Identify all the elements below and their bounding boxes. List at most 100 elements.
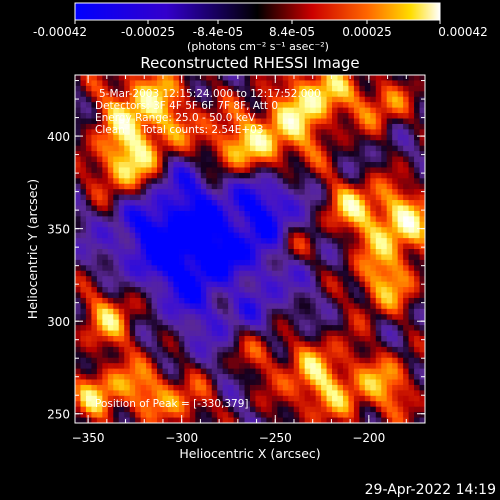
heatmap-cell (326, 210, 333, 217)
heatmap-cell (200, 308, 207, 315)
heatmap-cell (239, 216, 246, 223)
heatmap-cell (189, 249, 196, 256)
heatmap-cell (184, 85, 191, 92)
heatmap-cell (217, 363, 224, 370)
heatmap-cell (189, 123, 196, 130)
heatmap-cell (140, 384, 147, 391)
heatmap-cell (102, 249, 109, 256)
heatmap-cell (244, 156, 251, 163)
heatmap-cell (184, 308, 191, 315)
heatmap-cell (129, 75, 136, 82)
heatmap-cell (129, 336, 136, 343)
heatmap-cell (277, 194, 284, 201)
heatmap-cell (140, 325, 147, 332)
heatmap-cell (370, 341, 377, 348)
heatmap-cell (304, 134, 311, 141)
heatmap-cell (228, 156, 235, 163)
heatmap-cell (255, 276, 262, 283)
heatmap-cell (107, 210, 114, 217)
heatmap-cell (299, 303, 306, 310)
heatmap-cell (239, 96, 246, 103)
heatmap-cell (386, 134, 393, 141)
heatmap-cell (75, 395, 82, 402)
heatmap-cell (228, 91, 235, 98)
heatmap-cell (124, 363, 131, 370)
heatmap-cell (107, 276, 114, 283)
heatmap-cell (222, 336, 229, 343)
heatmap-cell (239, 406, 246, 413)
heatmap-cell (353, 216, 360, 223)
heatmap-cell (266, 412, 273, 419)
heatmap-cell (211, 189, 218, 196)
heatmap-cell (96, 102, 103, 109)
heatmap-cell (217, 243, 224, 250)
heatmap-cell (408, 270, 415, 277)
heatmap-cell (359, 379, 366, 386)
heatmap-cell (419, 172, 425, 179)
heatmap-cell (375, 156, 382, 163)
heatmap-cell (118, 341, 125, 348)
heatmap-cell (359, 259, 366, 266)
heatmap-cell (244, 151, 251, 158)
heatmap-cell (222, 200, 229, 207)
heatmap-cell (233, 325, 240, 332)
heatmap-cell (332, 178, 339, 185)
heatmap-cell (321, 395, 328, 402)
heatmap-cell (271, 281, 278, 288)
heatmap-cell (408, 325, 415, 332)
heatmap-cell (217, 336, 224, 343)
heatmap-cell (304, 145, 311, 152)
heatmap-cell (414, 80, 421, 87)
heatmap-cell (266, 134, 273, 141)
heatmap-cell (140, 205, 147, 212)
heatmap-cell (233, 390, 240, 397)
heatmap-cell (348, 303, 355, 310)
heatmap-cell (342, 297, 350, 304)
heatmap-cell (392, 129, 399, 136)
heatmap-cell (80, 325, 87, 332)
heatmap-cell (113, 368, 120, 375)
heatmap-cell (414, 200, 421, 207)
heatmap-cell (200, 118, 207, 125)
heatmap-cell (386, 249, 393, 256)
heatmap-cell (255, 145, 262, 152)
heatmap-cell (364, 172, 371, 179)
heatmap-cell (304, 140, 311, 147)
heatmap-cell (414, 287, 421, 294)
heatmap-cell (403, 406, 410, 413)
heatmap-cell (239, 390, 246, 397)
heatmap-cell (200, 417, 207, 423)
heatmap-cell (206, 221, 213, 228)
heatmap-cell (184, 379, 191, 386)
heatmap-cell (135, 167, 142, 174)
heatmap-cell (348, 227, 355, 234)
heatmap-cell (310, 303, 317, 310)
heatmap-cell (326, 249, 333, 256)
heatmap-cell (282, 123, 289, 130)
heatmap-cell (228, 210, 235, 217)
heatmap-cell (107, 91, 114, 98)
heatmap-cell (80, 292, 87, 299)
heatmap-cell (173, 140, 180, 147)
heatmap-cell (239, 167, 246, 174)
heatmap-cell (124, 249, 131, 256)
heatmap-cell (392, 341, 399, 348)
heatmap-cell (140, 80, 147, 87)
heatmap-cell (178, 96, 185, 103)
heatmap-cell (342, 254, 350, 261)
heatmap-cell (250, 183, 257, 190)
heatmap-cell (370, 129, 377, 136)
heatmap-cell (326, 368, 333, 375)
heatmap-cell (244, 129, 251, 136)
heatmap-cell (96, 189, 103, 196)
heatmap-cell (189, 118, 196, 125)
heatmap-cell (162, 259, 169, 266)
heatmap-cell (403, 123, 410, 130)
heatmap-cell (96, 75, 103, 82)
heatmap-cell (293, 189, 300, 196)
heatmap-cell (118, 183, 125, 190)
heatmap-cell (408, 314, 415, 321)
x-tick-label: −350 (72, 431, 105, 445)
heatmap-cell (162, 292, 169, 299)
heatmap-cell (222, 107, 229, 114)
